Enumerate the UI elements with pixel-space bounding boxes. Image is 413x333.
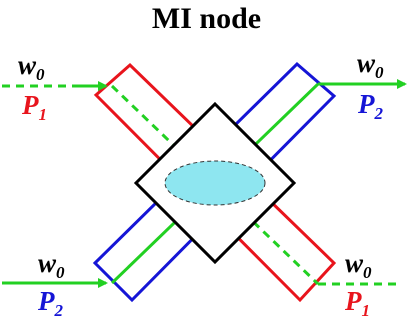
label-bottom-right-p: P1 xyxy=(344,286,370,320)
label-bottom-right-w: w0 xyxy=(345,248,372,282)
diagram-title: MI node xyxy=(151,2,262,35)
label-top-left-w: w0 xyxy=(18,50,45,84)
mi-center-ellipse xyxy=(164,160,266,206)
label-bottom-left-p: P2 xyxy=(37,286,64,320)
label-top-right-p: P2 xyxy=(357,89,384,123)
label-top-right-w: w0 xyxy=(357,48,384,82)
label-bottom-left-w: w0 xyxy=(38,248,65,282)
label-top-left-p: P1 xyxy=(21,90,47,124)
